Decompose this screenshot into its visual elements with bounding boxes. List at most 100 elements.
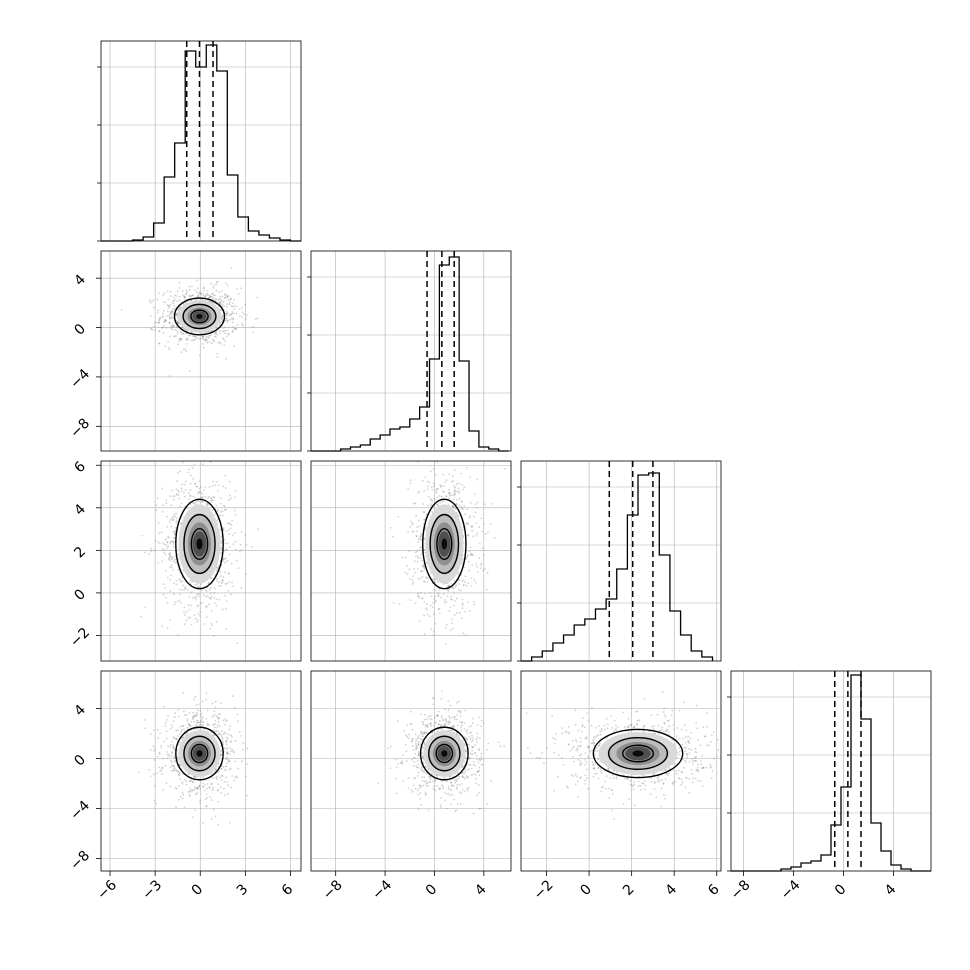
sample-point — [633, 726, 636, 729]
sample-point — [478, 716, 481, 719]
sample-point — [157, 321, 160, 324]
sample-point — [213, 728, 215, 731]
sample-point — [428, 780, 431, 783]
sample-point — [410, 740, 413, 742]
sample-point — [200, 491, 203, 494]
sample-point — [450, 598, 453, 601]
sample-point — [429, 604, 432, 607]
sample-point — [172, 518, 175, 521]
sample-point — [223, 747, 225, 750]
sample-point — [446, 780, 449, 783]
sample-point — [464, 513, 467, 515]
sample-point — [449, 606, 452, 609]
sample-point — [220, 768, 223, 770]
sample-point — [171, 323, 174, 326]
sample-point — [188, 285, 191, 288]
sample-point — [404, 743, 407, 746]
sample-point — [170, 504, 173, 507]
sample-point — [193, 614, 196, 616]
sample-point — [180, 502, 183, 505]
sample-point — [224, 296, 226, 299]
sample-point — [233, 305, 236, 308]
sample-point — [245, 543, 248, 546]
sample-point — [421, 575, 424, 578]
sample-point — [185, 783, 188, 786]
sample-point — [219, 575, 222, 577]
sample-point — [210, 499, 213, 502]
sample-point — [422, 723, 424, 726]
sample-point — [171, 764, 173, 766]
hist-2-steps — [521, 472, 714, 662]
sample-point — [168, 316, 171, 319]
sample-point — [202, 721, 205, 724]
sample-point — [178, 599, 181, 602]
sample-point — [421, 765, 424, 768]
sample-point — [171, 308, 174, 311]
sample-point — [423, 511, 426, 514]
sample-point — [475, 562, 478, 565]
sample-point — [207, 582, 210, 585]
sample-point — [233, 509, 236, 512]
sample-point — [693, 757, 696, 759]
sample-point — [164, 318, 166, 321]
sample-point — [231, 581, 233, 584]
sample-point — [426, 725, 428, 727]
sample-point — [222, 576, 225, 578]
sample-point — [221, 514, 224, 517]
sample-point — [236, 324, 239, 327]
sample-point — [472, 773, 475, 776]
sample-point — [600, 729, 603, 732]
sample-point — [172, 519, 174, 522]
sample-point — [173, 335, 176, 338]
sample-point — [156, 298, 159, 301]
sample-point — [462, 739, 465, 742]
sample-point — [232, 317, 235, 320]
hist-3 — [727, 670, 932, 872]
sample-point — [166, 627, 169, 630]
sample-point — [224, 332, 227, 335]
sample-point — [188, 295, 190, 297]
sample-point — [503, 745, 506, 748]
sample-point — [457, 571, 460, 574]
sample-point — [425, 607, 428, 610]
sample-point — [694, 756, 697, 759]
sample-point — [179, 725, 182, 728]
sample-point — [451, 785, 453, 787]
sample-point — [176, 729, 179, 732]
sample-point — [183, 483, 186, 486]
sample-point — [423, 580, 425, 583]
sample-point — [193, 339, 196, 342]
sample-point — [420, 534, 422, 537]
sample-point — [224, 769, 227, 772]
sample-point — [205, 606, 208, 608]
sample-point — [218, 291, 221, 293]
sample-point — [196, 727, 199, 730]
sample-point — [416, 766, 419, 769]
sample-point — [165, 499, 167, 502]
sample-point — [192, 502, 195, 505]
sample-point — [475, 755, 478, 757]
sample-point — [216, 509, 219, 512]
sample-point — [213, 294, 215, 297]
sample-point — [472, 739, 474, 741]
sample-point — [212, 298, 214, 301]
sample-point — [185, 290, 188, 293]
sample-point — [461, 789, 464, 791]
sample-point — [208, 786, 211, 789]
sample-point — [177, 322, 180, 324]
sample-point — [161, 625, 164, 627]
sample-point — [190, 285, 193, 288]
sample-point — [177, 322, 180, 325]
sample-point — [224, 571, 226, 574]
sample-point — [172, 560, 175, 563]
sample-point — [191, 816, 194, 819]
sample-point — [230, 305, 233, 308]
sample-point — [678, 753, 681, 756]
sample-point — [191, 789, 194, 792]
sample-point — [422, 721, 425, 724]
sample-point — [204, 495, 207, 498]
sample-point — [459, 803, 462, 805]
sample-point — [421, 596, 424, 599]
sample-point — [477, 770, 480, 773]
sample-point — [426, 480, 429, 483]
